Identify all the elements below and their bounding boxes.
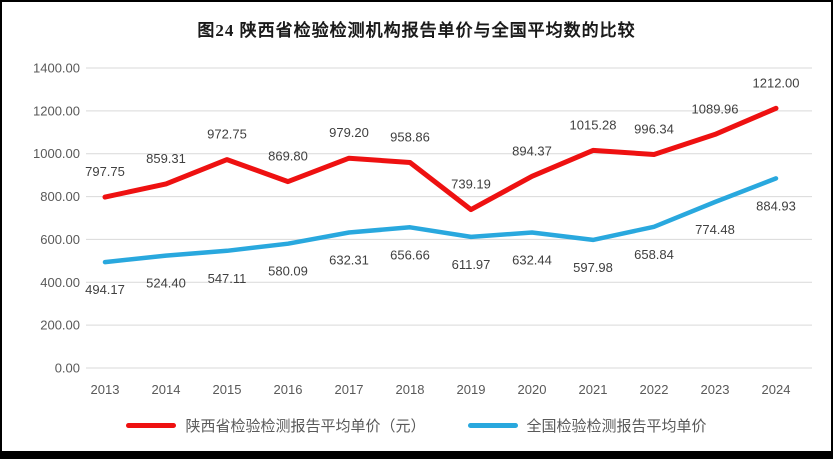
legend-line-swatch-blue [467,423,518,428]
data-label: 632.31 [329,253,369,268]
data-label: 1212.00 [753,75,800,90]
y-axis-tick-label: 200.00 [40,318,80,333]
y-axis-tick-label: 1200.00 [33,103,80,118]
data-label: 547.11 [208,271,247,286]
data-label: 894.37 [512,143,552,158]
data-label: 524.40 [146,276,186,291]
chart-title: 图24 陕西省检验检测机构报告单价与全国平均数的比较 [197,20,636,40]
data-label: 597.98 [573,260,613,275]
data-label: 972.75 [207,127,247,142]
x-axis-tick-label: 2015 [213,382,242,397]
x-axis-tick-label: 2019 [457,382,486,397]
data-label: 797.75 [85,164,125,179]
data-label: 658.84 [634,247,674,262]
data-label: 859.31 [146,151,186,166]
data-label: 884.93 [756,198,796,213]
data-label: 1089.96 [692,101,739,116]
y-axis-tick-label: 600.00 [40,232,80,247]
data-label: 774.48 [695,222,735,237]
x-axis-tick-label: 2014 [152,382,181,397]
series-line-1 [102,176,779,265]
chart-area: 0.00 200.00 400.00 600.00 800.00 1000.00 1200.… [2,48,831,408]
legend-label-national: 全国检验检测报告平均单价 [526,418,707,435]
y-axis-tick-label: 800.00 [40,189,80,204]
chart-legend: 陕西省检验检测报告平均单价（元） 全国检验检测报告平均单价 [2,415,831,436]
x-axis-tick-label: 2018 [396,382,425,397]
x-axis-tick-label: 2017 [335,382,364,397]
data-label: 611.97 [452,257,491,272]
legend-line-swatch-red [126,423,177,428]
y-axis-tick-label: 1400.00 [33,61,80,76]
x-axis-tick-label: 2021 [579,382,608,397]
x-axis-tick-label: 2024 [762,382,791,397]
data-label: 494.17 [85,282,125,297]
data-label: 580.09 [268,264,308,279]
legend-item-national: 全国检验检测报告平均单价 [467,415,707,436]
line-chart: 0.00 200.00 400.00 600.00 800.00 1000.00 1200.… [33,61,812,397]
data-label: 996.34 [634,121,674,136]
data-label: 656.66 [390,247,430,262]
y-axis-tick-label: 1000.00 [33,146,80,161]
y-axis-tick-label: 400.00 [40,275,80,290]
data-label: 979.20 [329,125,369,140]
legend-item-shaanxi: 陕西省检验检测报告平均单价（元） [126,415,426,436]
data-label: 869.80 [268,149,308,164]
series-line-0 [102,105,779,213]
data-label: 1015.28 [570,117,617,132]
data-label: 739.19 [451,177,491,192]
y-axis-tick-label: 0.00 [55,361,80,376]
data-label: 958.86 [390,130,430,145]
x-axis-tick-label: 2020 [518,382,547,397]
legend-label-shaanxi: 陕西省检验检测报告平均单价（元） [185,418,426,435]
x-axis-tick-label: 2022 [640,382,669,397]
x-axis-tick-label: 2016 [274,382,303,397]
x-axis-tick-label: 2023 [701,382,730,397]
x-axis-tick-label: 2013 [91,382,120,397]
data-label: 632.44 [512,252,552,267]
